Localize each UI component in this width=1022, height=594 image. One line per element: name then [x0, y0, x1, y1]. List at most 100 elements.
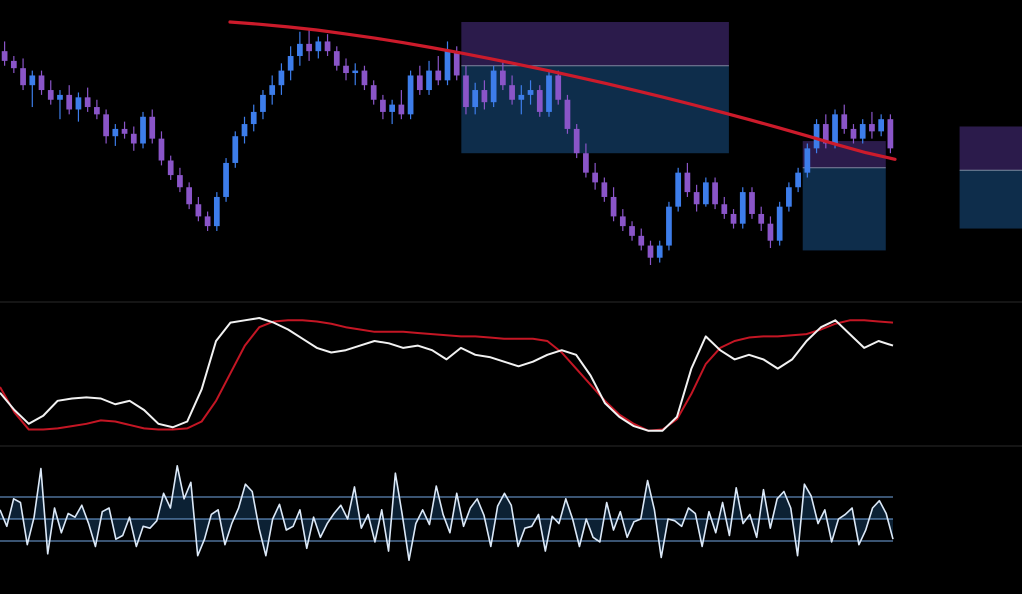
candle-body: [177, 175, 183, 188]
candle-body: [241, 124, 248, 137]
candle-body: [370, 85, 377, 100]
histogram-line: [0, 465, 894, 562]
candle-body: [204, 216, 211, 227]
candle-body: [693, 192, 700, 205]
candle-body: [352, 70, 359, 74]
candle-body: [186, 187, 193, 205]
candle-body: [739, 192, 746, 224]
candle-body: [121, 128, 128, 134]
candle-body: [250, 111, 257, 125]
candle-body: [859, 124, 866, 139]
candle-body: [1, 51, 8, 61]
histogram-group: [0, 465, 894, 562]
candle-body: [472, 90, 479, 108]
candle-body: [546, 75, 552, 112]
oscillator-group: [0, 317, 894, 432]
candle-body: [518, 94, 525, 100]
candle-body: [398, 104, 405, 115]
candle-body: [232, 136, 239, 163]
candle-body: [315, 41, 322, 52]
candle-body: [527, 90, 534, 95]
candle-body: [407, 75, 414, 115]
candle-body: [878, 119, 885, 132]
candle-body: [822, 124, 829, 144]
candle-body: [269, 85, 276, 95]
candle-body: [444, 51, 451, 81]
candle-body: [389, 104, 395, 112]
candle-body: [333, 51, 340, 66]
candle-body: [223, 162, 229, 197]
candle-body: [10, 60, 17, 69]
candle-body: [832, 114, 838, 144]
candle-body: [130, 133, 137, 144]
candle-body: [94, 107, 100, 115]
candle-body: [536, 90, 543, 112]
candle-body: [675, 172, 682, 207]
candle-body: [20, 68, 26, 86]
zone-upper-1: [461, 22, 729, 66]
candle-body: [619, 216, 626, 227]
moving-average-group: [228, 20, 897, 161]
zone-upper-3: [959, 126, 1022, 171]
candle-body: [75, 97, 82, 110]
oscillator-slow-line: [0, 319, 894, 432]
candle-body: [435, 70, 442, 81]
candle-body: [730, 213, 737, 224]
histogram-area: [0, 465, 893, 561]
candle-body: [721, 204, 728, 214]
zone-lower-3: [959, 170, 1022, 229]
candle-body: [592, 172, 598, 183]
oscillator-fast-line: [0, 317, 894, 432]
candle-body: [647, 245, 654, 258]
candle-body: [610, 196, 617, 217]
candle-body: [213, 196, 220, 227]
candle-body: [509, 85, 515, 100]
candle-body: [324, 41, 331, 52]
candle-body: [666, 206, 672, 246]
candle-body: [195, 204, 202, 217]
candle-body: [841, 114, 848, 129]
candle-body: [813, 124, 820, 149]
candle-body: [601, 182, 608, 197]
candle-body: [167, 160, 174, 176]
candle-body: [564, 99, 571, 129]
candle-body: [749, 192, 755, 214]
candle-body: [297, 43, 303, 57]
candle-body: [758, 213, 765, 224]
candle-body: [361, 70, 368, 86]
candle-body: [684, 172, 691, 193]
candle-group: [1, 29, 894, 265]
candle-body: [112, 128, 119, 137]
candle-body: [287, 56, 294, 71]
candle-body: [702, 182, 709, 205]
candle-body: [656, 245, 663, 258]
candle-body: [47, 90, 54, 100]
candle-body: [583, 153, 589, 173]
candle-body: [573, 128, 580, 154]
candle-body: [500, 70, 506, 86]
candle-body: [555, 75, 562, 100]
candle-body: [84, 97, 91, 108]
candle-body: [850, 128, 857, 139]
candle-body: [887, 119, 894, 149]
candle-body: [795, 172, 801, 188]
candle-body: [786, 187, 792, 207]
candle-body: [767, 223, 774, 241]
candle-body: [490, 70, 497, 103]
candle-body: [158, 138, 165, 161]
candle-body: [149, 116, 156, 139]
candle-body: [103, 114, 109, 137]
candle-body: [140, 116, 146, 144]
candle-body: [278, 70, 285, 86]
candle-body: [57, 94, 63, 100]
candle-body: [804, 148, 811, 173]
candle-body: [38, 75, 45, 91]
candle-body: [66, 94, 73, 110]
candle-body: [306, 43, 312, 52]
candle-body: [29, 75, 36, 86]
candle-body: [426, 70, 432, 91]
candle-body: [463, 75, 469, 108]
candle-body: [380, 99, 386, 112]
